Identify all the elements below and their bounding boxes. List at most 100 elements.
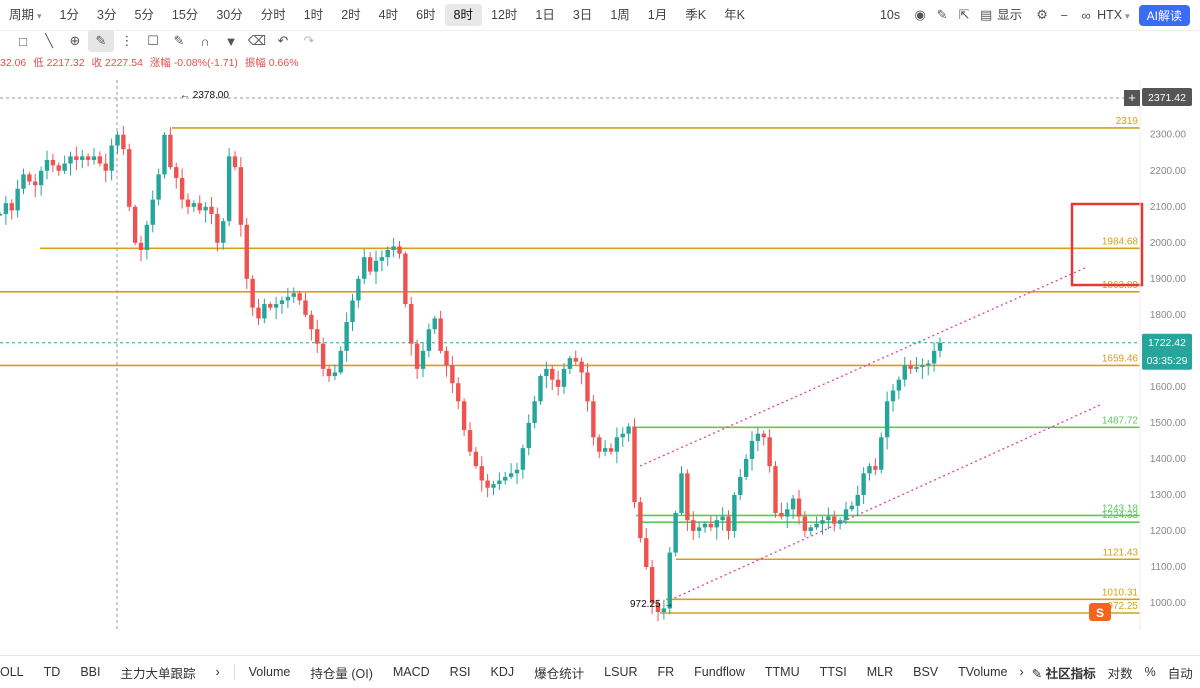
candle-body (297, 293, 302, 301)
zoom-icon[interactable]: ⊕ (69, 33, 81, 48)
display-icon[interactable]: ▤ (979, 7, 993, 22)
ai-interpret-button[interactable]: AI解读 (1138, 4, 1190, 26)
display-menu[interactable]: 显示 (997, 8, 1023, 22)
gear-icon[interactable]: ⚙ (1036, 7, 1048, 22)
timeframe-9[interactable]: 6时 (416, 8, 436, 22)
timeframe-0[interactable]: 1分 (59, 8, 79, 22)
price-tick-12: 1200.00 (1150, 526, 1187, 537)
candle-body (191, 203, 197, 207)
sub-indicator-8[interactable]: Fundflow (694, 665, 745, 679)
pencil-icon[interactable]: ✎ (936, 7, 948, 22)
timeframe-2[interactable]: 5分 (134, 8, 154, 22)
period-dropdown[interactable]: 周期 ▾ (0, 4, 51, 26)
timeframe-16[interactable]: 季K (685, 8, 707, 22)
candle-body (567, 358, 573, 369)
percent-toggle[interactable]: % (1144, 665, 1156, 679)
candle-body (315, 329, 320, 344)
chevron-down-icon: ▾ (37, 11, 42, 21)
redo-icon[interactable]: ↷ (303, 33, 315, 48)
exchange-select[interactable]: HTX ▾ (1097, 4, 1139, 26)
sub-indicator-6[interactable]: LSUR (604, 665, 638, 679)
timeframe-6[interactable]: 1时 (303, 8, 324, 22)
sub-indicator-10[interactable]: TTSI (819, 665, 847, 679)
timeframe-12[interactable]: 1日 (535, 8, 555, 22)
candle-body (937, 342, 943, 351)
candle-body (33, 181, 38, 186)
timeframe-5[interactable]: 分时 (260, 8, 286, 22)
candle-body (503, 476, 508, 481)
timeframe-4[interactable]: 30分 (216, 8, 243, 22)
main-indicator-1[interactable]: TD (43, 665, 61, 679)
candle-body (121, 134, 126, 150)
ime-logo-glyph: S (1096, 606, 1104, 620)
candle-body (221, 221, 226, 243)
candle-body (738, 476, 743, 495)
candle-body (720, 516, 725, 521)
link-icon[interactable]: ∞ (1081, 7, 1091, 23)
candle-body (691, 520, 696, 531)
sub-indicator-12[interactable]: BSV (913, 665, 939, 679)
timeframe-7[interactable]: 2时 (341, 8, 361, 22)
candle-body (644, 538, 649, 567)
candle-body (256, 307, 261, 319)
undo-icon[interactable]: ↶ (277, 33, 289, 48)
camera-icon[interactable]: ◉ (914, 7, 926, 22)
candlestick-chart[interactable]: 23191984.681863.891659.461487.721243.181… (0, 80, 1200, 630)
log-toggle[interactable]: 对数 (1107, 666, 1133, 681)
timeframe-3[interactable]: 15分 (171, 8, 199, 22)
candle-body (144, 224, 150, 251)
candle-body (855, 494, 860, 506)
candle-body (338, 350, 343, 373)
candle-body (914, 367, 919, 369)
reset-icon[interactable]: − (1060, 7, 1068, 23)
candle-body (873, 466, 878, 470)
candle-body (9, 203, 14, 211)
sub-indicator-5[interactable]: 爆仓统计 (534, 666, 585, 681)
lock-icon[interactable]: ☐ (147, 33, 159, 48)
sub-indicator-0[interactable]: Volume (248, 665, 291, 679)
candle-body (232, 156, 238, 168)
magnet-icon[interactable]: ∩ (200, 33, 210, 49)
community-indicators[interactable]: ✎ 社区指标 (1026, 663, 1102, 682)
timeframe-8[interactable]: 4时 (378, 8, 399, 22)
auto-toggle[interactable]: 自动 (1167, 666, 1193, 681)
candle-body (667, 552, 672, 609)
filter-icon[interactable]: ▼ (224, 33, 238, 49)
more-arrow-icon[interactable]: › (215, 665, 220, 679)
timeframe-14[interactable]: 1周 (610, 8, 630, 22)
link-chain-icon[interactable]: ⋮ (120, 33, 134, 48)
sub-indicator-7[interactable]: FR (657, 665, 675, 679)
level-label-4: 1487.72 (1102, 415, 1139, 426)
candle-body (861, 473, 866, 495)
timeframe-17[interactable]: 年K (724, 8, 745, 22)
timeframe-15[interactable]: 1月 (647, 8, 668, 22)
sub-indicator-2[interactable]: MACD (392, 665, 430, 679)
main-indicator-2[interactable]: BBI (80, 665, 101, 679)
sub-indicator-3[interactable]: RSI (449, 665, 471, 679)
countdown-toggle[interactable]: 10s (879, 8, 901, 22)
trash-icon[interactable]: ⌫ (247, 33, 267, 48)
main-indicator-3[interactable]: 主力大单跟踪 (120, 666, 196, 681)
square-icon[interactable]: □ (19, 33, 27, 49)
level-label-5: 1243.18 (1102, 503, 1139, 514)
candle-body (179, 177, 185, 200)
brush-icon[interactable]: ✎ (88, 30, 114, 52)
sub-indicator-13[interactable]: TVolume (958, 665, 1008, 679)
candle-body (849, 505, 855, 510)
expand-icon[interactable]: ⇱ (958, 7, 970, 22)
sub-indicator-11[interactable]: MLR (866, 665, 894, 679)
candle-body (896, 379, 902, 391)
timeframe-13[interactable]: 3日 (572, 8, 593, 22)
more-arrow-icon[interactable]: › (1019, 665, 1024, 679)
sub-indicator-4[interactable]: KDJ (490, 665, 515, 679)
ruler-icon[interactable]: ╲ (45, 33, 53, 48)
sub-indicator-9[interactable]: TTMU (764, 665, 800, 679)
sub-indicator-1[interactable]: 持仓量 (OI) (310, 666, 373, 681)
price-tick-10: 1400.00 (1150, 454, 1187, 465)
timeframe-1[interactable]: 3分 (97, 8, 117, 22)
edit-box-icon[interactable]: ✎ (173, 33, 185, 48)
timeframe-11[interactable]: 12时 (491, 8, 518, 22)
price-tick-5: 1900.00 (1150, 274, 1187, 285)
timeframe-10[interactable]: 8时 (444, 4, 482, 26)
main-indicator-0[interactable]: OLL (0, 665, 24, 679)
